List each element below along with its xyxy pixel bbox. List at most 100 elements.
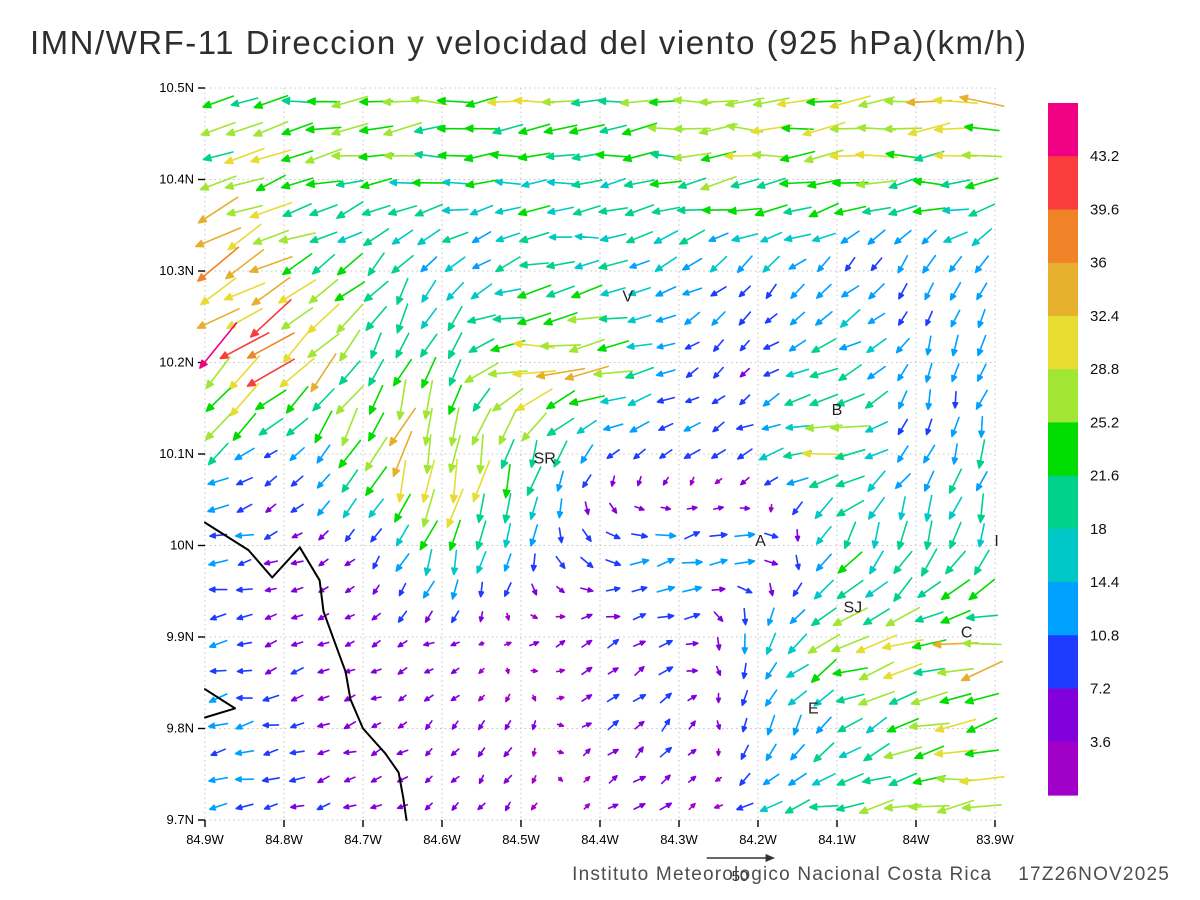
wind-arrow — [867, 365, 886, 380]
wind-arrow — [662, 476, 669, 486]
wind-arrow — [867, 496, 886, 520]
wind-arrow — [472, 387, 491, 412]
wind-arrow — [370, 528, 383, 543]
wind-arrow — [205, 387, 231, 412]
wind-arrow — [469, 204, 494, 216]
wind-arrow — [597, 340, 630, 352]
wind-arrow — [291, 532, 303, 539]
wind-arrow — [835, 475, 865, 488]
wind-arrow — [655, 286, 677, 297]
wind-arrow — [396, 379, 407, 421]
wind-arrow — [896, 520, 908, 551]
wind-arrow — [867, 470, 886, 492]
wind-arrow — [687, 694, 697, 702]
wind-arrow — [715, 692, 722, 704]
wind-arrow — [448, 359, 462, 387]
wind-arrow — [739, 367, 750, 378]
wind-arrow — [502, 493, 512, 524]
wind-arrow — [446, 488, 464, 528]
wind-arrow — [633, 803, 646, 810]
wind-arrow — [281, 253, 313, 276]
wind-arrow — [337, 231, 363, 243]
wind-arrow — [968, 578, 996, 601]
wind-arrow — [281, 122, 313, 136]
wind-arrow — [568, 124, 605, 135]
wind-arrow — [762, 773, 780, 786]
wind-arrow — [234, 749, 255, 756]
wind-arrow — [937, 667, 974, 677]
wind-arrow — [736, 255, 753, 274]
wind-arrow — [599, 233, 627, 243]
wind-arrow — [605, 559, 622, 567]
wind-arrow — [632, 613, 647, 621]
wind-arrow — [423, 548, 433, 576]
wind-arrow — [521, 179, 548, 188]
wind-arrow — [713, 366, 724, 379]
y-tick-label: 10N — [170, 538, 194, 553]
wind-arrow — [360, 177, 393, 190]
wind-arrow — [752, 97, 790, 108]
wind-arrow — [207, 504, 230, 513]
wind-arrow — [711, 449, 726, 459]
wind-arrow — [576, 419, 597, 434]
wind-arrow — [761, 423, 781, 431]
wind-arrow — [249, 255, 293, 274]
wind-arrow — [225, 249, 264, 280]
wind-arrow — [582, 474, 592, 488]
x-tick-label: 84.5W — [502, 832, 540, 847]
wind-arrow — [686, 505, 698, 511]
wind-arrow — [898, 390, 908, 410]
wind-arrow — [387, 205, 418, 216]
wind-arrow — [317, 500, 330, 516]
wind-arrow — [208, 586, 228, 593]
wind-arrow — [948, 255, 963, 273]
wind-arrow — [684, 341, 700, 350]
wind-arrow — [606, 693, 620, 703]
wind-arrow — [235, 803, 254, 811]
wind-arrow — [236, 641, 253, 647]
wind-arrow — [281, 97, 313, 105]
wind-arrow — [546, 260, 575, 270]
wind-arrow — [634, 505, 645, 511]
wind-arrow — [684, 612, 701, 620]
wind-arrow — [924, 282, 934, 301]
wind-arrow — [312, 388, 335, 412]
wind-arrow — [934, 749, 977, 758]
wind-arrow — [372, 584, 380, 595]
wind-arrow — [290, 475, 304, 487]
wind-arrow — [788, 772, 807, 786]
wind-arrow — [548, 233, 573, 241]
wind-arrow — [343, 749, 357, 756]
wind-arrow — [280, 177, 314, 190]
wind-arrow — [205, 356, 231, 390]
wind-arrow — [883, 662, 923, 680]
x-tick-label: 84.1W — [818, 832, 856, 847]
wind-arrow — [226, 204, 263, 217]
wind-arrow — [397, 640, 408, 648]
wind-arrow — [829, 152, 872, 161]
wind-arrow — [450, 748, 460, 757]
wind-arrow — [411, 178, 447, 187]
wind-arrow — [804, 149, 844, 164]
wind-arrow — [655, 314, 677, 323]
wind-arrow — [838, 746, 862, 758]
wind-arrow — [414, 151, 444, 159]
wind-arrow — [546, 417, 575, 437]
wind-arrow — [208, 639, 228, 649]
wind-arrow — [940, 179, 971, 189]
wind-arrow — [815, 311, 833, 326]
colorbar-segment — [1048, 315, 1078, 370]
wind-arrow — [688, 802, 696, 811]
wind-arrow — [713, 505, 724, 511]
wind-arrow — [783, 206, 812, 216]
wind-arrow — [636, 475, 642, 487]
wind-arrow — [830, 423, 871, 432]
wind-arrow — [396, 749, 409, 756]
wind-arrow — [424, 610, 433, 623]
wind-arrow — [210, 748, 226, 757]
wind-arrow — [423, 641, 435, 647]
wind-arrow — [844, 256, 856, 272]
wind-arrow — [581, 666, 593, 676]
wind-arrow — [960, 660, 1003, 682]
